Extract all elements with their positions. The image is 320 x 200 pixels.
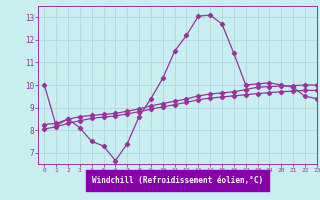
X-axis label: Windchill (Refroidissement éolien,°C): Windchill (Refroidissement éolien,°C)	[92, 176, 263, 185]
